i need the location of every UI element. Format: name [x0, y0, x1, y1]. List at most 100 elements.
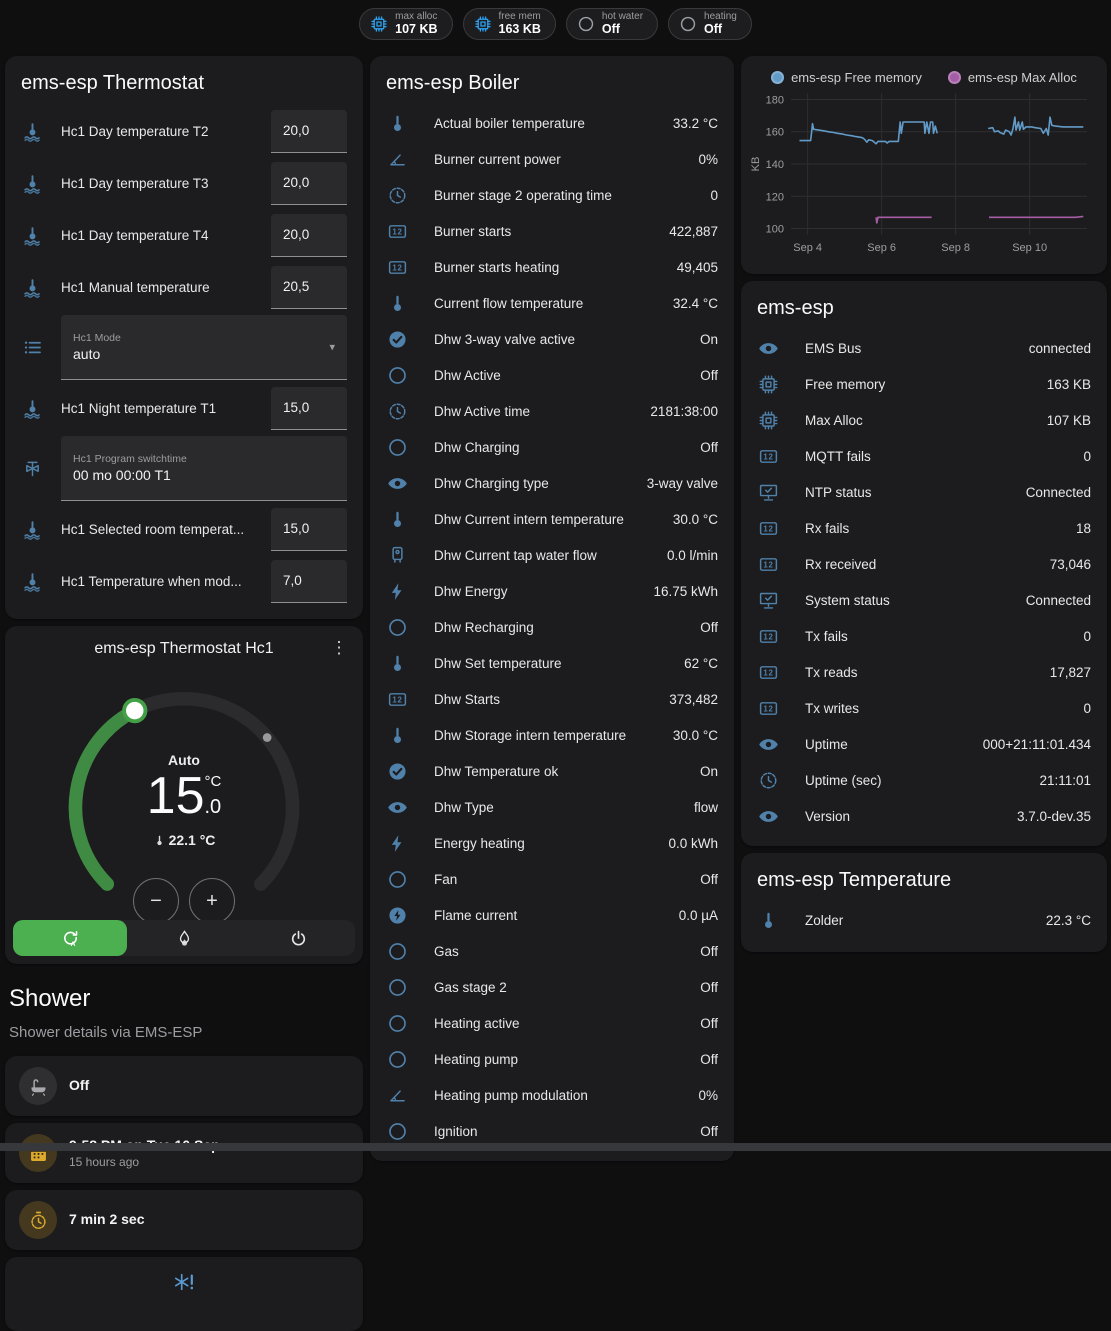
- mode-select[interactable]: Hc1 Mode auto ▾: [61, 315, 347, 380]
- svg-text:120: 120: [766, 191, 784, 203]
- entity-row[interactable]: Version 3.7.0-dev.35: [757, 798, 1091, 834]
- entity-label: Heating pump: [434, 1051, 519, 1067]
- entity-row[interactable]: Dhw Energy 16.75 kWh: [386, 573, 718, 609]
- legend-item[interactable]: ems-esp Free memory: [771, 70, 922, 85]
- entity-row[interactable]: Gas Off: [386, 933, 718, 969]
- entity-row[interactable]: Dhw Type flow: [386, 789, 718, 825]
- number-setting-row: Hc1 Day temperature T4 20,0: [5, 209, 363, 261]
- entity-row[interactable]: Uptime 000+21:11:01.434: [757, 726, 1091, 762]
- mode-off-button[interactable]: [241, 920, 355, 956]
- number-input[interactable]: 20,0: [271, 109, 347, 153]
- shower-alert-card[interactable]: [5, 1257, 363, 1331]
- entity-row[interactable]: Gas stage 2 Off: [386, 969, 718, 1005]
- entity-row[interactable]: Dhw Current tap water flow 0.0 l/min: [386, 537, 718, 573]
- legend-item[interactable]: ems-esp Max Alloc: [947, 70, 1077, 85]
- entity-row[interactable]: Heating pump Off: [386, 1041, 718, 1077]
- more-menu-icon[interactable]: ⋮: [330, 638, 348, 657]
- entity-row[interactable]: NTP status Connected: [757, 474, 1091, 510]
- number-input[interactable]: 7,0: [271, 559, 347, 603]
- entity-label: Dhw Current tap water flow: [434, 547, 597, 563]
- entity-row[interactable]: Dhw Temperature ok On: [386, 753, 718, 789]
- entity-row[interactable]: Dhw Current intern temperature 30.0 °C: [386, 501, 718, 537]
- entity-row[interactable]: Dhw Recharging Off: [386, 609, 718, 645]
- number-input[interactable]: 15,0: [271, 507, 347, 551]
- entity-value: 107 KB: [1046, 412, 1091, 428]
- entity-label: Uptime (sec): [805, 772, 882, 788]
- entity-value: 0: [1083, 700, 1091, 716]
- entity-row[interactable]: Dhw Set temperature 62 °C: [386, 645, 718, 681]
- card-title: ems-esp Boiler: [386, 72, 520, 94]
- entity-row[interactable]: Energy heating 0.0 kWh: [386, 825, 718, 861]
- entity-row[interactable]: Dhw Charging Off: [386, 429, 718, 465]
- card-title: ems-esp: [757, 297, 834, 319]
- circle-icon: [386, 940, 408, 962]
- entity-row[interactable]: Fan Off: [386, 861, 718, 897]
- entity-row[interactable]: Actual boiler temperature 33.2 °C: [386, 105, 718, 141]
- entity-row[interactable]: Heating active Off: [386, 1005, 718, 1041]
- entity-row[interactable]: Dhw Storage intern temperature 30.0 °C: [386, 717, 718, 753]
- entity-row[interactable]: Ignition Off: [386, 1113, 718, 1149]
- shower-entity-card[interactable]: Off: [5, 1056, 363, 1116]
- entity-row[interactable]: Free memory 163 KB: [757, 366, 1091, 402]
- entity-row[interactable]: EMS Bus connected: [757, 330, 1091, 366]
- setting-label: Hc1 Day temperature T4: [61, 227, 209, 243]
- entity-value: 17,827: [1049, 664, 1091, 680]
- status-badge[interactable]: heating Off: [668, 8, 752, 40]
- status-badge[interactable]: free mem 163 KB: [462, 8, 556, 40]
- entity-row[interactable]: Flame current 0.0 µA: [386, 897, 718, 933]
- entity-row[interactable]: Dhw Active Off: [386, 357, 718, 393]
- entity-row[interactable]: Dhw 3-way valve active On: [386, 321, 718, 357]
- entity-label: Free memory: [805, 376, 886, 392]
- eye-icon: [757, 805, 779, 827]
- entity-row[interactable]: Current flow temperature 32.4 °C: [386, 285, 718, 321]
- number-input[interactable]: 20,0: [271, 161, 347, 205]
- entity-label: Fan: [434, 871, 458, 887]
- mode-auto-button[interactable]: A: [13, 920, 127, 956]
- number-setting-row: Hc1 Temperature when mod... 7,0: [5, 555, 363, 607]
- shower-entity-card[interactable]: 7 min 2 sec: [5, 1190, 363, 1250]
- number-input[interactable]: 20,5: [271, 265, 347, 309]
- temp-increase-button[interactable]: +: [189, 878, 235, 924]
- legend-dot: [771, 71, 785, 84]
- entity-row[interactable]: Burner current power 0%: [386, 141, 718, 177]
- mode-heat-button[interactable]: [127, 920, 241, 956]
- line-chart: 100 120 140 160 180 Sep 4 Sep 6 Sep 8 Sep 10 KB: [750, 93, 1087, 254]
- entity-row[interactable]: Burner stage 2 operating time 0: [386, 177, 718, 213]
- entity-row[interactable]: System status Connected: [757, 582, 1091, 618]
- hvac-mode-row: A: [13, 920, 355, 956]
- temp-decrease-button[interactable]: −: [133, 878, 179, 924]
- entity-row[interactable]: Max Alloc 107 KB: [757, 402, 1091, 438]
- entity-value: Off: [700, 439, 718, 455]
- entity-row[interactable]: Dhw Charging type 3-way valve: [386, 465, 718, 501]
- entity-label: Dhw Starts: [434, 691, 501, 707]
- entity-label: Rx received: [805, 556, 877, 572]
- angle-icon: [386, 1084, 408, 1106]
- entity-label: Dhw Charging: [434, 439, 520, 455]
- status-badge[interactable]: hot water Off: [565, 8, 659, 40]
- entity-row[interactable]: Dhw Active time 2181:38:00: [386, 393, 718, 429]
- horizontal-scrollbar[interactable]: [0, 1143, 1111, 1151]
- entity-value: 2181:38:00: [650, 403, 718, 419]
- number-input[interactable]: 20,0: [271, 213, 347, 257]
- legend-label: ems-esp Max Alloc: [967, 70, 1077, 85]
- setting-label: Hc1 Manual temperature: [61, 279, 210, 295]
- entity-row[interactable]: Heating pump modulation 0%: [386, 1077, 718, 1113]
- shower-entity-card[interactable]: 9:58 PM on Tue 10 Sep 15 hours ago: [5, 1123, 363, 1183]
- text-input[interactable]: Hc1 Program switchtime 00 mo 00:00 T1: [61, 436, 347, 501]
- entity-value: 73,046: [1049, 556, 1091, 572]
- number-input[interactable]: 15,0: [271, 386, 347, 430]
- entity-label: MQTT fails: [805, 448, 871, 464]
- status-badge[interactable]: max alloc 107 KB: [359, 8, 453, 40]
- entity-row[interactable]: Zolder 22.3 °C: [757, 902, 1091, 938]
- entity-row[interactable]: Uptime (sec) 21:11:01: [757, 762, 1091, 798]
